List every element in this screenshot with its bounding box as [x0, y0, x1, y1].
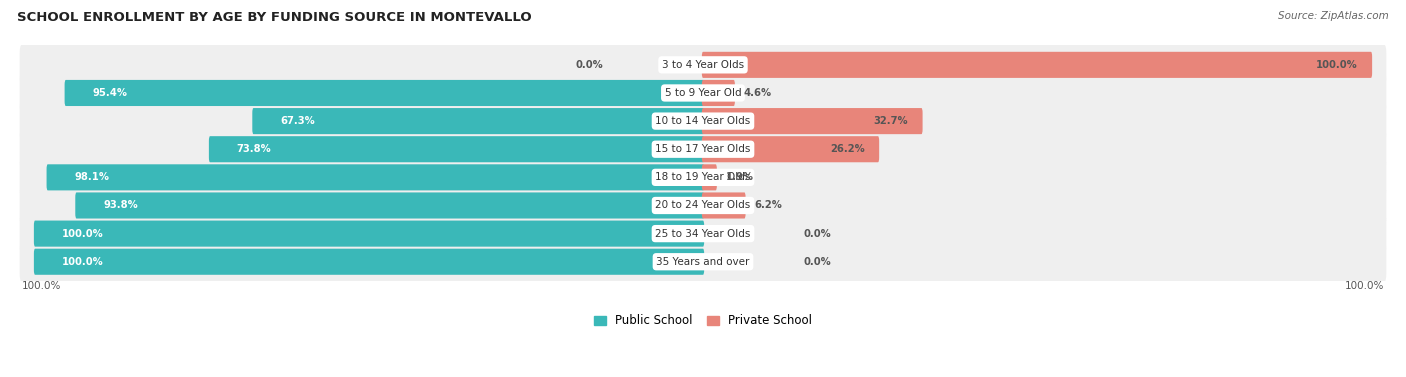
- Text: 100.0%: 100.0%: [21, 281, 60, 291]
- Text: Source: ZipAtlas.com: Source: ZipAtlas.com: [1278, 11, 1389, 21]
- Text: 0.0%: 0.0%: [803, 257, 831, 267]
- Text: 100.0%: 100.0%: [62, 257, 104, 267]
- Text: 18 to 19 Year Olds: 18 to 19 Year Olds: [655, 172, 751, 182]
- Text: 1.9%: 1.9%: [725, 172, 754, 182]
- FancyBboxPatch shape: [20, 185, 1386, 225]
- FancyBboxPatch shape: [34, 249, 704, 275]
- Text: 100.0%: 100.0%: [62, 228, 104, 239]
- FancyBboxPatch shape: [46, 164, 704, 190]
- Text: 25 to 34 Year Olds: 25 to 34 Year Olds: [655, 228, 751, 239]
- FancyBboxPatch shape: [20, 101, 1386, 141]
- Text: 4.6%: 4.6%: [744, 88, 772, 98]
- Text: 20 to 24 Year Olds: 20 to 24 Year Olds: [655, 201, 751, 210]
- FancyBboxPatch shape: [20, 242, 1386, 282]
- Text: 73.8%: 73.8%: [236, 144, 271, 154]
- Text: 32.7%: 32.7%: [873, 116, 908, 126]
- FancyBboxPatch shape: [20, 214, 1386, 254]
- FancyBboxPatch shape: [702, 136, 879, 162]
- FancyBboxPatch shape: [20, 157, 1386, 197]
- Text: 26.2%: 26.2%: [830, 144, 865, 154]
- FancyBboxPatch shape: [65, 80, 704, 106]
- FancyBboxPatch shape: [20, 73, 1386, 113]
- FancyBboxPatch shape: [702, 192, 745, 219]
- Text: 3 to 4 Year Olds: 3 to 4 Year Olds: [662, 60, 744, 70]
- Text: 100.0%: 100.0%: [1316, 60, 1358, 70]
- FancyBboxPatch shape: [34, 221, 704, 247]
- Text: 35 Years and over: 35 Years and over: [657, 257, 749, 267]
- Text: 98.1%: 98.1%: [75, 172, 110, 182]
- Text: 5 to 9 Year Old: 5 to 9 Year Old: [665, 88, 741, 98]
- Text: 95.4%: 95.4%: [93, 88, 128, 98]
- FancyBboxPatch shape: [209, 136, 704, 162]
- FancyBboxPatch shape: [702, 108, 922, 134]
- Text: 15 to 17 Year Olds: 15 to 17 Year Olds: [655, 144, 751, 154]
- Legend: Public School, Private School: Public School, Private School: [593, 314, 813, 328]
- FancyBboxPatch shape: [252, 108, 704, 134]
- Text: 10 to 14 Year Olds: 10 to 14 Year Olds: [655, 116, 751, 126]
- Text: 0.0%: 0.0%: [575, 60, 603, 70]
- FancyBboxPatch shape: [20, 45, 1386, 85]
- Text: SCHOOL ENROLLMENT BY AGE BY FUNDING SOURCE IN MONTEVALLO: SCHOOL ENROLLMENT BY AGE BY FUNDING SOUR…: [17, 11, 531, 24]
- Text: 0.0%: 0.0%: [803, 228, 831, 239]
- Text: 6.2%: 6.2%: [755, 201, 782, 210]
- FancyBboxPatch shape: [76, 192, 704, 219]
- FancyBboxPatch shape: [702, 164, 717, 190]
- Text: 67.3%: 67.3%: [280, 116, 315, 126]
- FancyBboxPatch shape: [702, 52, 1372, 78]
- FancyBboxPatch shape: [20, 129, 1386, 169]
- Text: 93.8%: 93.8%: [103, 201, 138, 210]
- FancyBboxPatch shape: [702, 80, 735, 106]
- Text: 100.0%: 100.0%: [1346, 281, 1385, 291]
